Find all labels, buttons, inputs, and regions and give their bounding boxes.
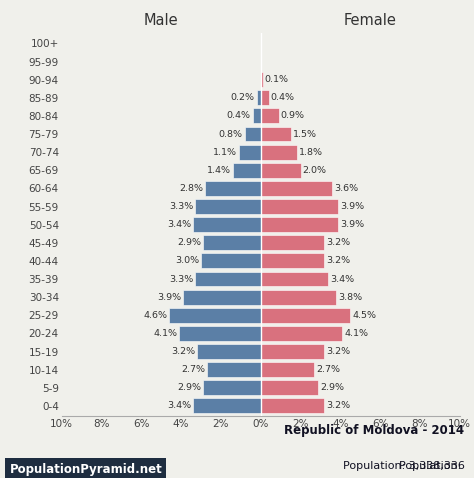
Text: Female: Female bbox=[344, 13, 397, 28]
Bar bbox=[197, 344, 261, 359]
Bar bbox=[261, 217, 338, 232]
Bar bbox=[195, 272, 261, 286]
Text: 3.4%: 3.4% bbox=[167, 220, 191, 229]
Bar bbox=[261, 181, 332, 196]
Bar bbox=[179, 326, 261, 341]
Bar bbox=[201, 253, 261, 268]
Text: 3.9%: 3.9% bbox=[340, 220, 365, 229]
Text: 3.4%: 3.4% bbox=[167, 402, 191, 411]
Text: 1.1%: 1.1% bbox=[213, 148, 237, 157]
Bar bbox=[193, 217, 261, 232]
Text: 1.4%: 1.4% bbox=[207, 166, 231, 175]
Text: 3.2%: 3.2% bbox=[171, 347, 195, 356]
Text: 2.0%: 2.0% bbox=[302, 166, 327, 175]
Bar bbox=[261, 362, 314, 377]
Text: 0.2%: 0.2% bbox=[231, 93, 255, 102]
Text: 3.9%: 3.9% bbox=[157, 293, 181, 302]
Bar bbox=[261, 109, 279, 123]
Bar bbox=[261, 235, 324, 250]
Bar bbox=[233, 163, 261, 178]
Bar bbox=[193, 399, 261, 413]
Bar bbox=[261, 199, 338, 214]
Bar bbox=[261, 326, 342, 341]
Bar bbox=[261, 344, 324, 359]
Bar bbox=[205, 181, 261, 196]
Text: 0.1%: 0.1% bbox=[264, 75, 289, 84]
Text: 3.6%: 3.6% bbox=[334, 184, 358, 193]
Text: 3.2%: 3.2% bbox=[327, 239, 350, 247]
Text: 2.7%: 2.7% bbox=[317, 365, 340, 374]
Bar bbox=[203, 235, 261, 250]
Text: Population: 3,338,336: Population: 3,338,336 bbox=[343, 461, 465, 471]
Bar bbox=[261, 308, 350, 323]
Bar bbox=[257, 90, 261, 105]
Text: PopulationPyramid.net: PopulationPyramid.net bbox=[9, 463, 162, 476]
Text: 1.8%: 1.8% bbox=[299, 148, 322, 157]
Text: 3.8%: 3.8% bbox=[338, 293, 363, 302]
Bar bbox=[253, 109, 261, 123]
Text: 0.4%: 0.4% bbox=[271, 93, 295, 102]
Bar bbox=[261, 253, 324, 268]
Bar bbox=[261, 145, 297, 160]
Text: 3.2%: 3.2% bbox=[327, 256, 350, 265]
Bar bbox=[203, 380, 261, 395]
Bar bbox=[169, 308, 261, 323]
Text: 2.8%: 2.8% bbox=[179, 184, 203, 193]
Text: 2.7%: 2.7% bbox=[181, 365, 205, 374]
Bar bbox=[245, 127, 261, 141]
Text: 3.2%: 3.2% bbox=[327, 402, 350, 411]
Bar bbox=[261, 290, 337, 304]
Text: 3.2%: 3.2% bbox=[327, 347, 350, 356]
Bar bbox=[261, 399, 324, 413]
Text: 4.5%: 4.5% bbox=[352, 311, 376, 320]
Text: 1.5%: 1.5% bbox=[292, 130, 317, 139]
Text: 4.1%: 4.1% bbox=[153, 329, 177, 338]
Bar bbox=[195, 199, 261, 214]
Text: 4.1%: 4.1% bbox=[344, 329, 368, 338]
Text: 0.9%: 0.9% bbox=[281, 111, 305, 120]
Bar bbox=[261, 90, 269, 105]
Text: 2.9%: 2.9% bbox=[177, 239, 201, 247]
Bar bbox=[183, 290, 261, 304]
Text: 0.4%: 0.4% bbox=[227, 111, 251, 120]
Text: 3.4%: 3.4% bbox=[330, 274, 355, 283]
Bar bbox=[261, 72, 263, 87]
Bar bbox=[261, 272, 328, 286]
Bar bbox=[239, 145, 261, 160]
Bar bbox=[207, 362, 261, 377]
Text: 2.9%: 2.9% bbox=[320, 383, 345, 392]
Bar bbox=[261, 163, 301, 178]
Text: 3.9%: 3.9% bbox=[340, 202, 365, 211]
Text: 3.3%: 3.3% bbox=[169, 274, 193, 283]
Text: 3.0%: 3.0% bbox=[175, 256, 199, 265]
Bar bbox=[261, 380, 319, 395]
Text: Male: Male bbox=[144, 13, 179, 28]
Text: 0.8%: 0.8% bbox=[219, 130, 243, 139]
Text: Population:: Population: bbox=[399, 461, 465, 471]
Text: 3.3%: 3.3% bbox=[169, 202, 193, 211]
Text: Republic of Moldova - 2014: Republic of Moldova - 2014 bbox=[284, 424, 465, 437]
Text: 2.9%: 2.9% bbox=[177, 383, 201, 392]
Bar bbox=[261, 127, 291, 141]
Text: 4.6%: 4.6% bbox=[143, 311, 167, 320]
